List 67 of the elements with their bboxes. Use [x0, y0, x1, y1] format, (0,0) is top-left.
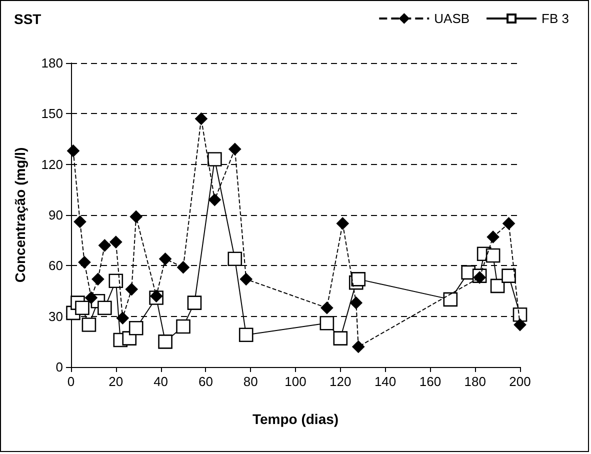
point	[159, 252, 172, 266]
point	[98, 300, 112, 316]
point	[514, 318, 526, 331]
point	[74, 216, 86, 228]
x-axis-title: Tempo (dias)	[252, 411, 339, 427]
point	[187, 296, 202, 310]
point	[110, 236, 122, 248]
point	[116, 312, 129, 324]
y-tick-label: 0	[56, 360, 63, 374]
point	[486, 248, 500, 263]
point	[336, 217, 349, 230]
point	[351, 272, 366, 286]
legend-label: FB 3	[542, 11, 570, 26]
y-tick-label: 30	[48, 308, 63, 324]
y-tick-label: 60	[48, 258, 63, 274]
chart-title: SST	[14, 11, 42, 27]
point	[195, 112, 208, 125]
point	[352, 340, 365, 353]
point	[176, 319, 190, 334]
point	[486, 230, 500, 244]
y-tick-label: 90	[48, 208, 63, 222]
y-tick-label: 150	[41, 106, 63, 122]
point	[78, 256, 91, 268]
x-tick-label: 100	[284, 374, 306, 389]
point	[98, 239, 111, 252]
point	[333, 331, 348, 346]
point	[67, 144, 80, 157]
point	[92, 273, 104, 286]
point	[240, 273, 252, 286]
point	[208, 152, 222, 166]
point	[228, 252, 242, 266]
legend-label: UASB	[434, 11, 470, 26]
point	[108, 274, 124, 288]
x-tick-label: 0	[67, 374, 75, 389]
point	[490, 278, 505, 294]
x-tick-label: 180	[464, 374, 486, 389]
y-tick-label: 180	[41, 56, 63, 70]
x-tick-label: 120	[330, 374, 352, 389]
x-tick-label: 60	[198, 374, 213, 389]
point	[473, 271, 486, 284]
point	[512, 307, 528, 322]
point	[320, 316, 334, 330]
x-tick-label: 140	[374, 374, 396, 389]
point	[130, 210, 142, 223]
point	[75, 300, 90, 316]
point	[228, 142, 242, 156]
point	[85, 292, 98, 304]
point	[177, 261, 190, 274]
point	[443, 292, 458, 307]
y-tick-label: 120	[41, 156, 63, 172]
point	[158, 334, 172, 349]
point	[125, 283, 138, 296]
point	[82, 318, 96, 332]
point	[502, 217, 515, 230]
x-tick-label: 160	[419, 374, 442, 389]
point	[350, 296, 362, 309]
x-tick-label: 40	[154, 374, 168, 389]
y-axis-title: Concentração (mg/l)	[12, 147, 28, 283]
x-tick-label: 200	[509, 374, 531, 389]
point	[238, 328, 254, 342]
point	[502, 268, 516, 283]
point	[150, 290, 162, 302]
point	[320, 302, 334, 314]
point	[208, 194, 221, 206]
x-tick-label: 80	[243, 374, 258, 389]
point	[128, 321, 144, 336]
x-tick-label: 20	[108, 374, 124, 389]
